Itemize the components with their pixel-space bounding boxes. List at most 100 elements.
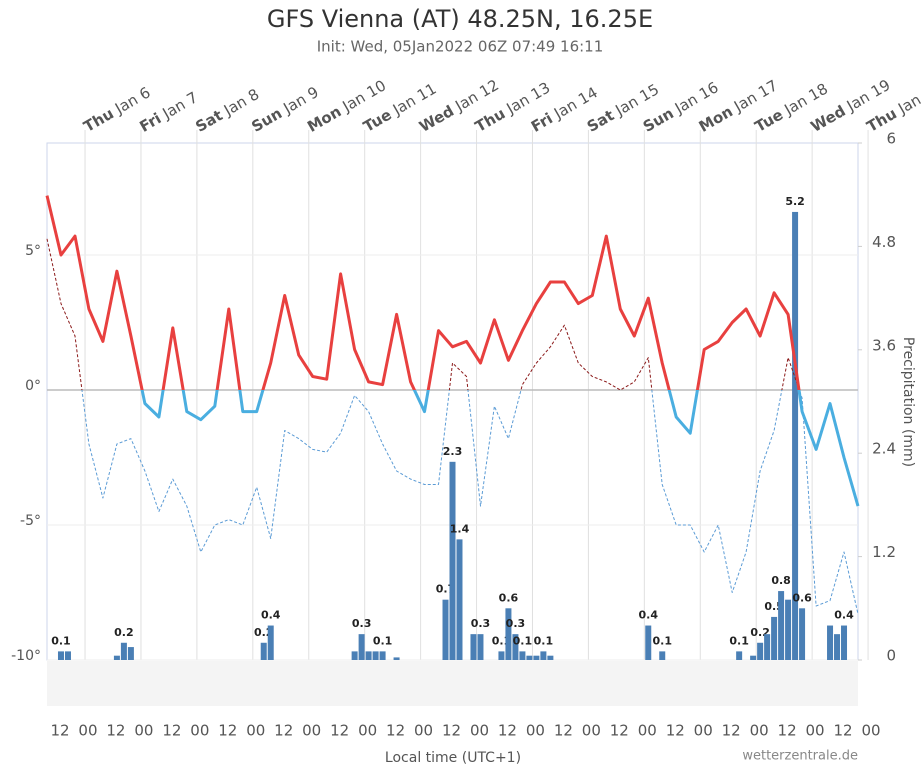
precip-bar — [526, 655, 533, 660]
x-tick-label: 00 — [861, 722, 880, 740]
precip-label: 0.6 — [499, 591, 519, 604]
precip-label: 0.1 — [373, 634, 393, 647]
precip-bar — [750, 655, 757, 660]
temperature-line — [45, 195, 801, 390]
x-tick-label: 12 — [442, 722, 461, 740]
weekday: Mon — [304, 102, 344, 136]
precip-bar — [57, 651, 64, 660]
chart-title: GFS Vienna (AT) 48.25N, 16.25E — [267, 5, 653, 33]
x-tick-label: 12 — [50, 722, 69, 740]
precip-bar — [785, 599, 792, 660]
precip-bar — [470, 634, 477, 660]
precip-label: 0.2 — [114, 626, 134, 639]
x-tick-label: 12 — [162, 722, 181, 740]
x-tick-label: 00 — [78, 722, 97, 740]
precip-label: 0.3 — [352, 617, 372, 630]
precip-bar — [505, 608, 512, 660]
precip-label: 0.1 — [51, 634, 71, 647]
precip-bar — [764, 634, 771, 660]
y2-tick-label: 4.8 — [872, 233, 896, 251]
weekday: Thu — [80, 104, 116, 135]
precip-bar — [372, 651, 379, 660]
y-tick-label: 5° — [25, 243, 41, 259]
precip-bar — [477, 634, 484, 660]
x-tick-label: 12 — [610, 722, 629, 740]
precip-label: 0.4 — [261, 609, 281, 622]
x-tick-label: 12 — [498, 722, 517, 740]
x-tick-label: 00 — [302, 722, 321, 740]
x-tick-label: 00 — [190, 722, 209, 740]
x-tick-label: 12 — [274, 722, 293, 740]
precip-bar — [449, 461, 456, 660]
y2-axis-label: Precipitation (mm) — [900, 337, 916, 467]
x-tick-label: 00 — [414, 722, 433, 740]
y-tick-label: 0° — [25, 378, 41, 394]
x-tick-label: 00 — [134, 722, 153, 740]
x-tick-label: 12 — [330, 722, 349, 740]
x-tick-label: 12 — [778, 722, 797, 740]
x-tick-label: 00 — [246, 722, 265, 740]
date: Jan 20 — [894, 78, 921, 118]
precip-bar — [778, 591, 785, 660]
precip-bar — [260, 642, 267, 660]
y2-tick-label: 6 — [886, 130, 896, 148]
x-tick-label: 12 — [386, 722, 405, 740]
precip-bar — [533, 655, 540, 660]
weekday: Mon — [696, 102, 736, 136]
precip-label: 0.8 — [771, 574, 791, 587]
precip-bar — [358, 634, 365, 660]
x-tick-label: 00 — [358, 722, 377, 740]
x-tick-label: 12 — [554, 722, 573, 740]
precip-bar — [365, 651, 372, 660]
precip-bar — [267, 625, 274, 660]
weekday: Sun — [248, 104, 285, 136]
precip-bar — [736, 651, 743, 660]
weekday: Thu — [472, 104, 508, 135]
precip-bar — [512, 634, 519, 660]
x-tick-label: 00 — [638, 722, 657, 740]
precip-bar — [113, 655, 120, 660]
precip-bar — [645, 625, 652, 660]
precip-label: 0.4 — [639, 609, 659, 622]
precip-bar — [792, 211, 799, 660]
date: Jan 9 — [279, 83, 321, 118]
wind-band — [47, 661, 858, 706]
precip-label: 5.2 — [785, 195, 805, 208]
y2-tick-label: 1.2 — [872, 543, 896, 561]
y-tick-label: -10° — [11, 648, 41, 664]
precip-bar — [519, 651, 526, 660]
x-tick-label: 12 — [833, 722, 852, 740]
precip-bar — [540, 651, 547, 660]
x-tick-label: 00 — [526, 722, 545, 740]
precip-bar — [351, 651, 358, 660]
weekday: Fri — [528, 109, 556, 136]
precip-label: 0.1 — [513, 634, 533, 647]
precip-bar — [827, 625, 834, 660]
x-tick-label: 12 — [218, 722, 237, 740]
x-tick-label: 12 — [106, 722, 125, 740]
weekday: Fri — [136, 109, 164, 136]
x-tick-label: 00 — [582, 722, 601, 740]
x-tick-label: 12 — [722, 722, 741, 740]
precip-bar — [498, 651, 505, 660]
precip-label: 2.3 — [443, 445, 463, 458]
x-tick-label: 12 — [666, 722, 685, 740]
precip-bar — [379, 651, 386, 660]
y-tick-label: -5° — [20, 513, 41, 529]
precip-bar — [659, 651, 666, 660]
precip-label: 0.1 — [729, 634, 749, 647]
precip-label: 0.1 — [534, 634, 554, 647]
precip-bar — [799, 608, 806, 660]
precip-bar — [393, 657, 400, 660]
precip-bar — [834, 634, 841, 660]
precip-bar — [64, 651, 71, 660]
date: Jan 7 — [158, 88, 200, 123]
precip-label: 1.4 — [450, 522, 470, 535]
x-tick-label: 00 — [694, 722, 713, 740]
credit: wetterzentrale.de — [742, 749, 858, 764]
precip-bar — [456, 539, 463, 660]
y2-tick-label: 3.6 — [872, 336, 896, 354]
x-axis-label: Local time (UTC+1) — [385, 750, 521, 766]
precip-bar — [547, 655, 554, 660]
